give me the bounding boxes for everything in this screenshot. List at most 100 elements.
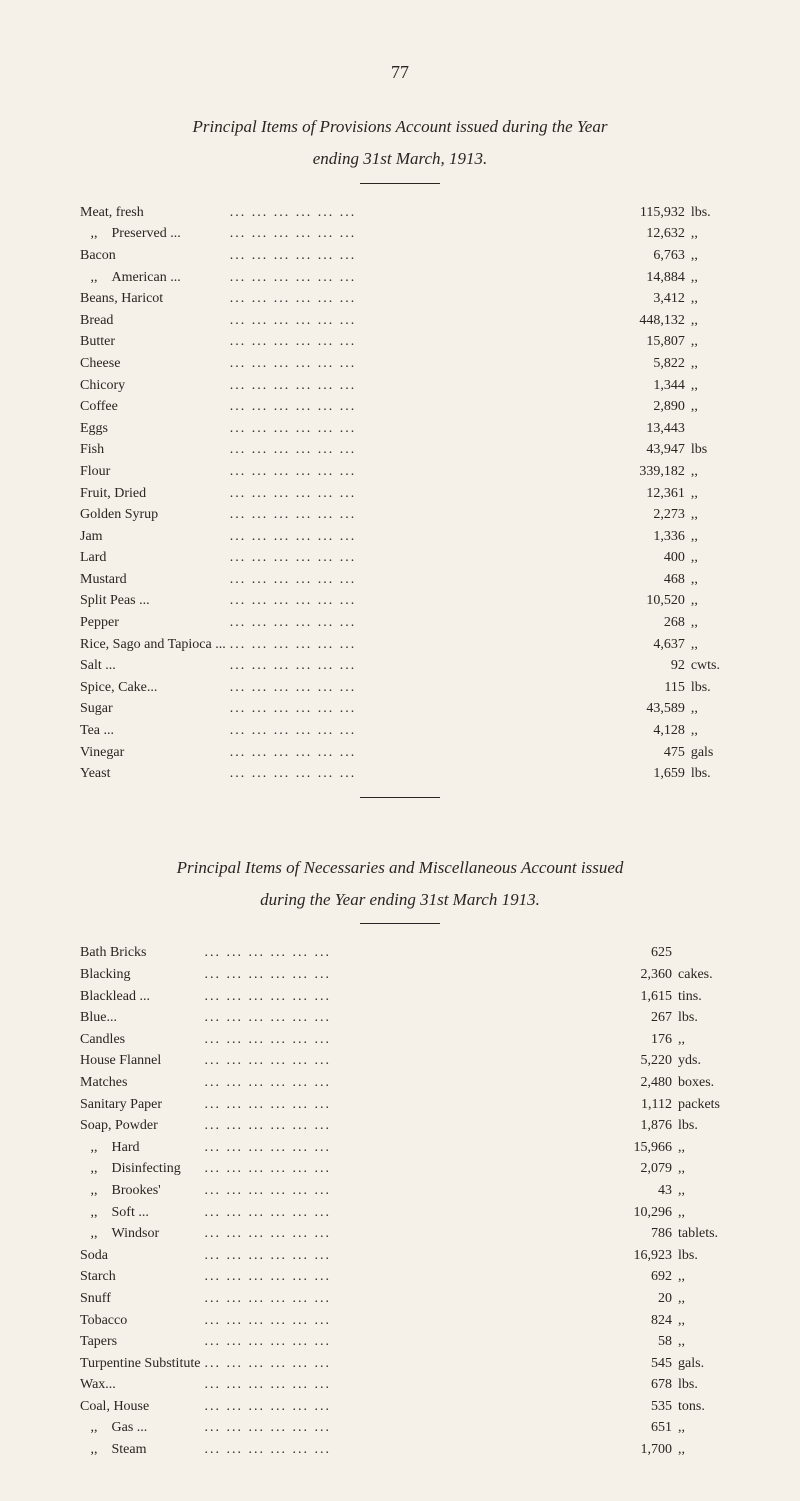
item-unit: lbs. — [678, 1374, 720, 1396]
item-value: 1,344 — [627, 375, 691, 397]
item-label: Meat, fresh — [80, 202, 230, 224]
leader-dots — [204, 1439, 621, 1461]
table-row: Blacklead ...1,615tins. — [80, 986, 720, 1008]
leader-dots — [230, 439, 628, 461]
item-value: 2,273 — [627, 504, 691, 526]
item-label: Flour — [80, 461, 230, 483]
item-value: 651 — [622, 1417, 679, 1439]
item-unit: ,, — [678, 1417, 720, 1439]
item-label: ,, American ... — [80, 267, 230, 289]
table-row: Meat, fresh115,932lbs. — [80, 202, 720, 224]
leader-dots — [230, 461, 628, 483]
item-unit: ,, — [678, 1288, 720, 1310]
item-label: Chicory — [80, 375, 230, 397]
item-value: 339,182 — [627, 461, 691, 483]
table-row: ,, Preserved ...12,632,, — [80, 223, 720, 245]
leader-dots — [204, 942, 621, 964]
item-label: Pepper — [80, 612, 230, 634]
section2-divider — [360, 923, 440, 924]
leader-dots — [204, 1158, 621, 1180]
item-unit: ,, — [691, 698, 720, 720]
item-unit: ,, — [678, 1266, 720, 1288]
leader-dots — [204, 1310, 621, 1332]
provisions-table: Meat, fresh115,932lbs. ,, Preserved ...1… — [80, 202, 720, 785]
section1-divider — [360, 183, 440, 184]
item-unit: ,, — [691, 331, 720, 353]
table-row: Matches2,480boxes. — [80, 1072, 720, 1094]
item-unit: ,, — [678, 1180, 720, 1202]
table-row: ,, Brookes'43,, — [80, 1180, 720, 1202]
item-value: 1,112 — [622, 1094, 679, 1116]
item-value: 58 — [622, 1331, 679, 1353]
item-label: Split Peas ... — [80, 590, 230, 612]
item-label: Soap, Powder — [80, 1115, 204, 1137]
item-label: Tobacco — [80, 1310, 204, 1332]
leader-dots — [230, 375, 628, 397]
table-row: Sugar43,589,, — [80, 698, 720, 720]
page-number: 77 — [80, 60, 720, 85]
necessaries-table: Bath Bricks625Blacking2,360cakes.Blackle… — [80, 942, 720, 1460]
table-row: ,, Windsor786tablets. — [80, 1223, 720, 1245]
item-value: 16,923 — [622, 1245, 679, 1267]
item-unit: ,, — [691, 504, 720, 526]
item-label: Beans, Haricot — [80, 288, 230, 310]
item-unit — [678, 942, 720, 964]
section1-title-line2: ending 31st March, 1913. — [80, 147, 720, 171]
leader-dots — [230, 223, 628, 245]
item-unit: cwts. — [691, 655, 720, 677]
item-label: ,, Hard — [80, 1137, 204, 1159]
item-unit: ,, — [691, 526, 720, 548]
table-row: Vinegar475gals — [80, 742, 720, 764]
table-row: Salt ...92cwts. — [80, 655, 720, 677]
item-label: Blue... — [80, 1007, 204, 1029]
item-value: 115 — [627, 677, 691, 699]
item-unit: lbs. — [678, 1007, 720, 1029]
table-row: Tapers58,, — [80, 1331, 720, 1353]
table-row: Butter15,807,, — [80, 331, 720, 353]
item-value: 625 — [622, 942, 679, 964]
item-value: 824 — [622, 1310, 679, 1332]
item-label: ,, Disinfecting — [80, 1158, 204, 1180]
leader-dots — [204, 1202, 621, 1224]
leader-dots — [230, 288, 628, 310]
table-row: Chicory1,344,, — [80, 375, 720, 397]
item-label: Rice, Sago and Tapioca ... — [80, 634, 230, 656]
table-row: Mustard468,, — [80, 569, 720, 591]
item-unit: lbs. — [678, 1245, 720, 1267]
leader-dots — [230, 245, 628, 267]
item-value: 3,412 — [627, 288, 691, 310]
table-row: Spice, Cake...115lbs. — [80, 677, 720, 699]
item-label: Lard — [80, 547, 230, 569]
item-unit: ,, — [691, 353, 720, 375]
item-label: ,, Preserved ... — [80, 223, 230, 245]
table-row: Wax...678lbs. — [80, 1374, 720, 1396]
leader-dots — [204, 1417, 621, 1439]
leader-dots — [230, 310, 628, 332]
leader-dots — [230, 720, 628, 742]
leader-dots — [204, 1137, 621, 1159]
table-row: Bath Bricks625 — [80, 942, 720, 964]
table-row: Sanitary Paper1,112packets — [80, 1094, 720, 1116]
table-row: Golden Syrup2,273,, — [80, 504, 720, 526]
table-row: Bread448,132,, — [80, 310, 720, 332]
leader-dots — [230, 202, 628, 224]
item-unit: ,, — [691, 547, 720, 569]
leader-dots — [204, 1266, 621, 1288]
table-row: Soap, Powder1,876lbs. — [80, 1115, 720, 1137]
item-unit: ,, — [691, 720, 720, 742]
item-value: 448,132 — [627, 310, 691, 332]
table-row: Jam1,336,, — [80, 526, 720, 548]
leader-dots — [204, 1353, 621, 1375]
item-label: Coffee — [80, 396, 230, 418]
item-label: Tea ... — [80, 720, 230, 742]
leader-dots — [230, 634, 628, 656]
table-row: Flour339,182,, — [80, 461, 720, 483]
item-label: Sugar — [80, 698, 230, 720]
leader-dots — [230, 483, 628, 505]
item-value: 2,079 — [622, 1158, 679, 1180]
item-unit: ,, — [691, 245, 720, 267]
item-value: 5,822 — [627, 353, 691, 375]
leader-dots — [204, 1180, 621, 1202]
item-value: 268 — [627, 612, 691, 634]
item-label: Snuff — [80, 1288, 204, 1310]
